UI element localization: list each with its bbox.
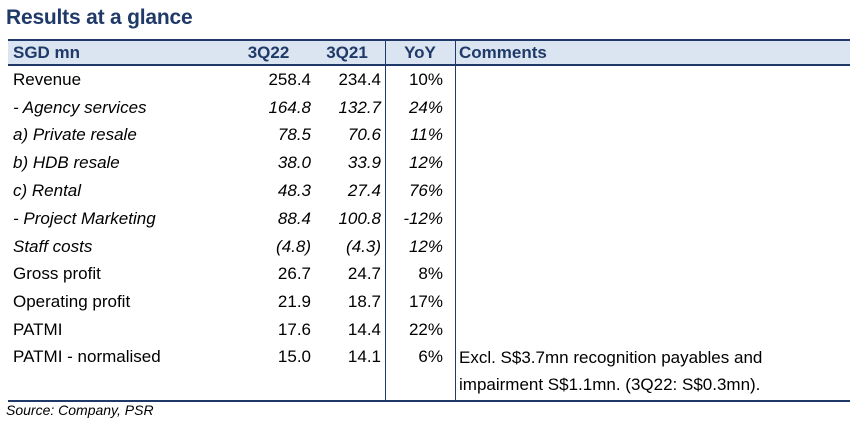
- value-3q21: 14.4: [347, 320, 381, 340]
- table-header: SGD mn 3Q22 3Q21 YoY Comments: [8, 39, 850, 66]
- value-yoy: 8%: [418, 264, 443, 284]
- value-3q21: 27.4: [347, 181, 381, 201]
- results-table: SGD mn 3Q22 3Q21 YoY Comments Revenue 25…: [8, 39, 850, 402]
- table-row: PATMI 17.6 14.4 22%: [8, 316, 850, 344]
- header-3q21: 3Q21: [326, 42, 368, 62]
- value-3q22: 21.9: [277, 292, 311, 312]
- value-3q21: 234.4: [338, 69, 381, 89]
- row-label: Revenue: [13, 69, 82, 89]
- row-label: - Project Marketing: [13, 208, 156, 228]
- table-row: - Project Marketing 88.4 100.8 -12%: [8, 205, 850, 233]
- value-3q21: 100.8: [338, 208, 381, 228]
- value-3q22: 258.4: [268, 69, 311, 89]
- row-label: PATMI - normalised: [13, 346, 161, 366]
- header-divider-yoy-left: [385, 41, 386, 64]
- source-note: Source: Company, PSR: [6, 402, 154, 418]
- header-comments: Comments: [459, 42, 547, 62]
- value-3q22: (4.8): [276, 236, 311, 256]
- value-yoy: 12%: [408, 153, 443, 173]
- table-body: Revenue 258.4 234.4 10% - Agency service…: [8, 66, 850, 400]
- value-3q22: 164.8: [268, 97, 311, 117]
- row-label: Operating profit: [13, 292, 131, 312]
- value-3q21: 14.1: [347, 346, 381, 366]
- value-yoy: 11%: [410, 125, 443, 145]
- value-yoy: 22%: [408, 320, 443, 340]
- row-label: c) Rental: [13, 181, 82, 201]
- value-3q21: 132.7: [338, 97, 381, 117]
- row-label: Gross profit: [13, 264, 101, 284]
- value-3q22: 78.5: [277, 125, 311, 145]
- value-yoy: 6%: [418, 346, 443, 366]
- value-3q22: 38.0: [277, 153, 311, 173]
- table-bottom-border: [8, 399, 850, 402]
- table-row: Gross profit 26.7 24.7 8%: [8, 261, 850, 289]
- header-yoy: YoY: [404, 42, 436, 62]
- value-3q22: 26.7: [277, 264, 311, 284]
- value-3q21: 33.9: [347, 153, 381, 173]
- table-row: c) Rental 48.3 27.4 76%: [8, 177, 850, 205]
- table-title: Results at a glance: [6, 6, 193, 29]
- row-comment: Excl. S$3.7mn recognition payables and i…: [459, 347, 763, 394]
- value-yoy: 17%: [408, 292, 443, 312]
- row-label: - Agency services: [13, 97, 147, 117]
- table-row: - Agency services 164.8 132.7 24%: [8, 94, 850, 122]
- value-3q22: 88.4: [277, 208, 311, 228]
- row-label: b) HDB resale: [13, 153, 120, 173]
- value-3q22: 15.0: [277, 346, 311, 366]
- header-3q22: 3Q22: [247, 42, 290, 62]
- divider-yoy-right: [455, 66, 456, 400]
- table-row: Staff costs (4.8) (4.3) 12%: [8, 233, 850, 261]
- table-row: Revenue 258.4 234.4 10%: [8, 66, 850, 94]
- value-3q21: 24.7: [347, 264, 381, 284]
- value-yoy: 76%: [408, 181, 443, 201]
- row-label: Staff costs: [13, 236, 93, 256]
- value-3q21: 18.7: [347, 292, 381, 312]
- value-3q22: 17.6: [277, 320, 311, 340]
- value-yoy: 10%: [408, 69, 443, 89]
- value-3q21: 70.6: [347, 125, 381, 145]
- row-label: a) Private resale: [13, 125, 137, 145]
- table-row: Operating profit 21.9 18.7 17%: [8, 288, 850, 316]
- header-divider-yoy-right: [455, 41, 456, 64]
- value-yoy: 12%: [408, 236, 443, 256]
- value-3q21: (4.3): [346, 236, 381, 256]
- value-yoy: 24%: [408, 97, 443, 117]
- table-row: b) HDB resale 38.0 33.9 12%: [8, 149, 850, 177]
- value-yoy: -12%: [403, 208, 443, 228]
- value-3q22: 48.3: [277, 181, 311, 201]
- header-sgd-mn: SGD mn: [13, 42, 81, 62]
- table-row: a) Private resale 78.5 70.6 11%: [8, 122, 850, 150]
- table-row: PATMI - normalised 15.0 14.1 6% Excl. S$…: [8, 344, 850, 400]
- divider-yoy-left: [385, 66, 386, 400]
- row-label: PATMI: [13, 320, 63, 340]
